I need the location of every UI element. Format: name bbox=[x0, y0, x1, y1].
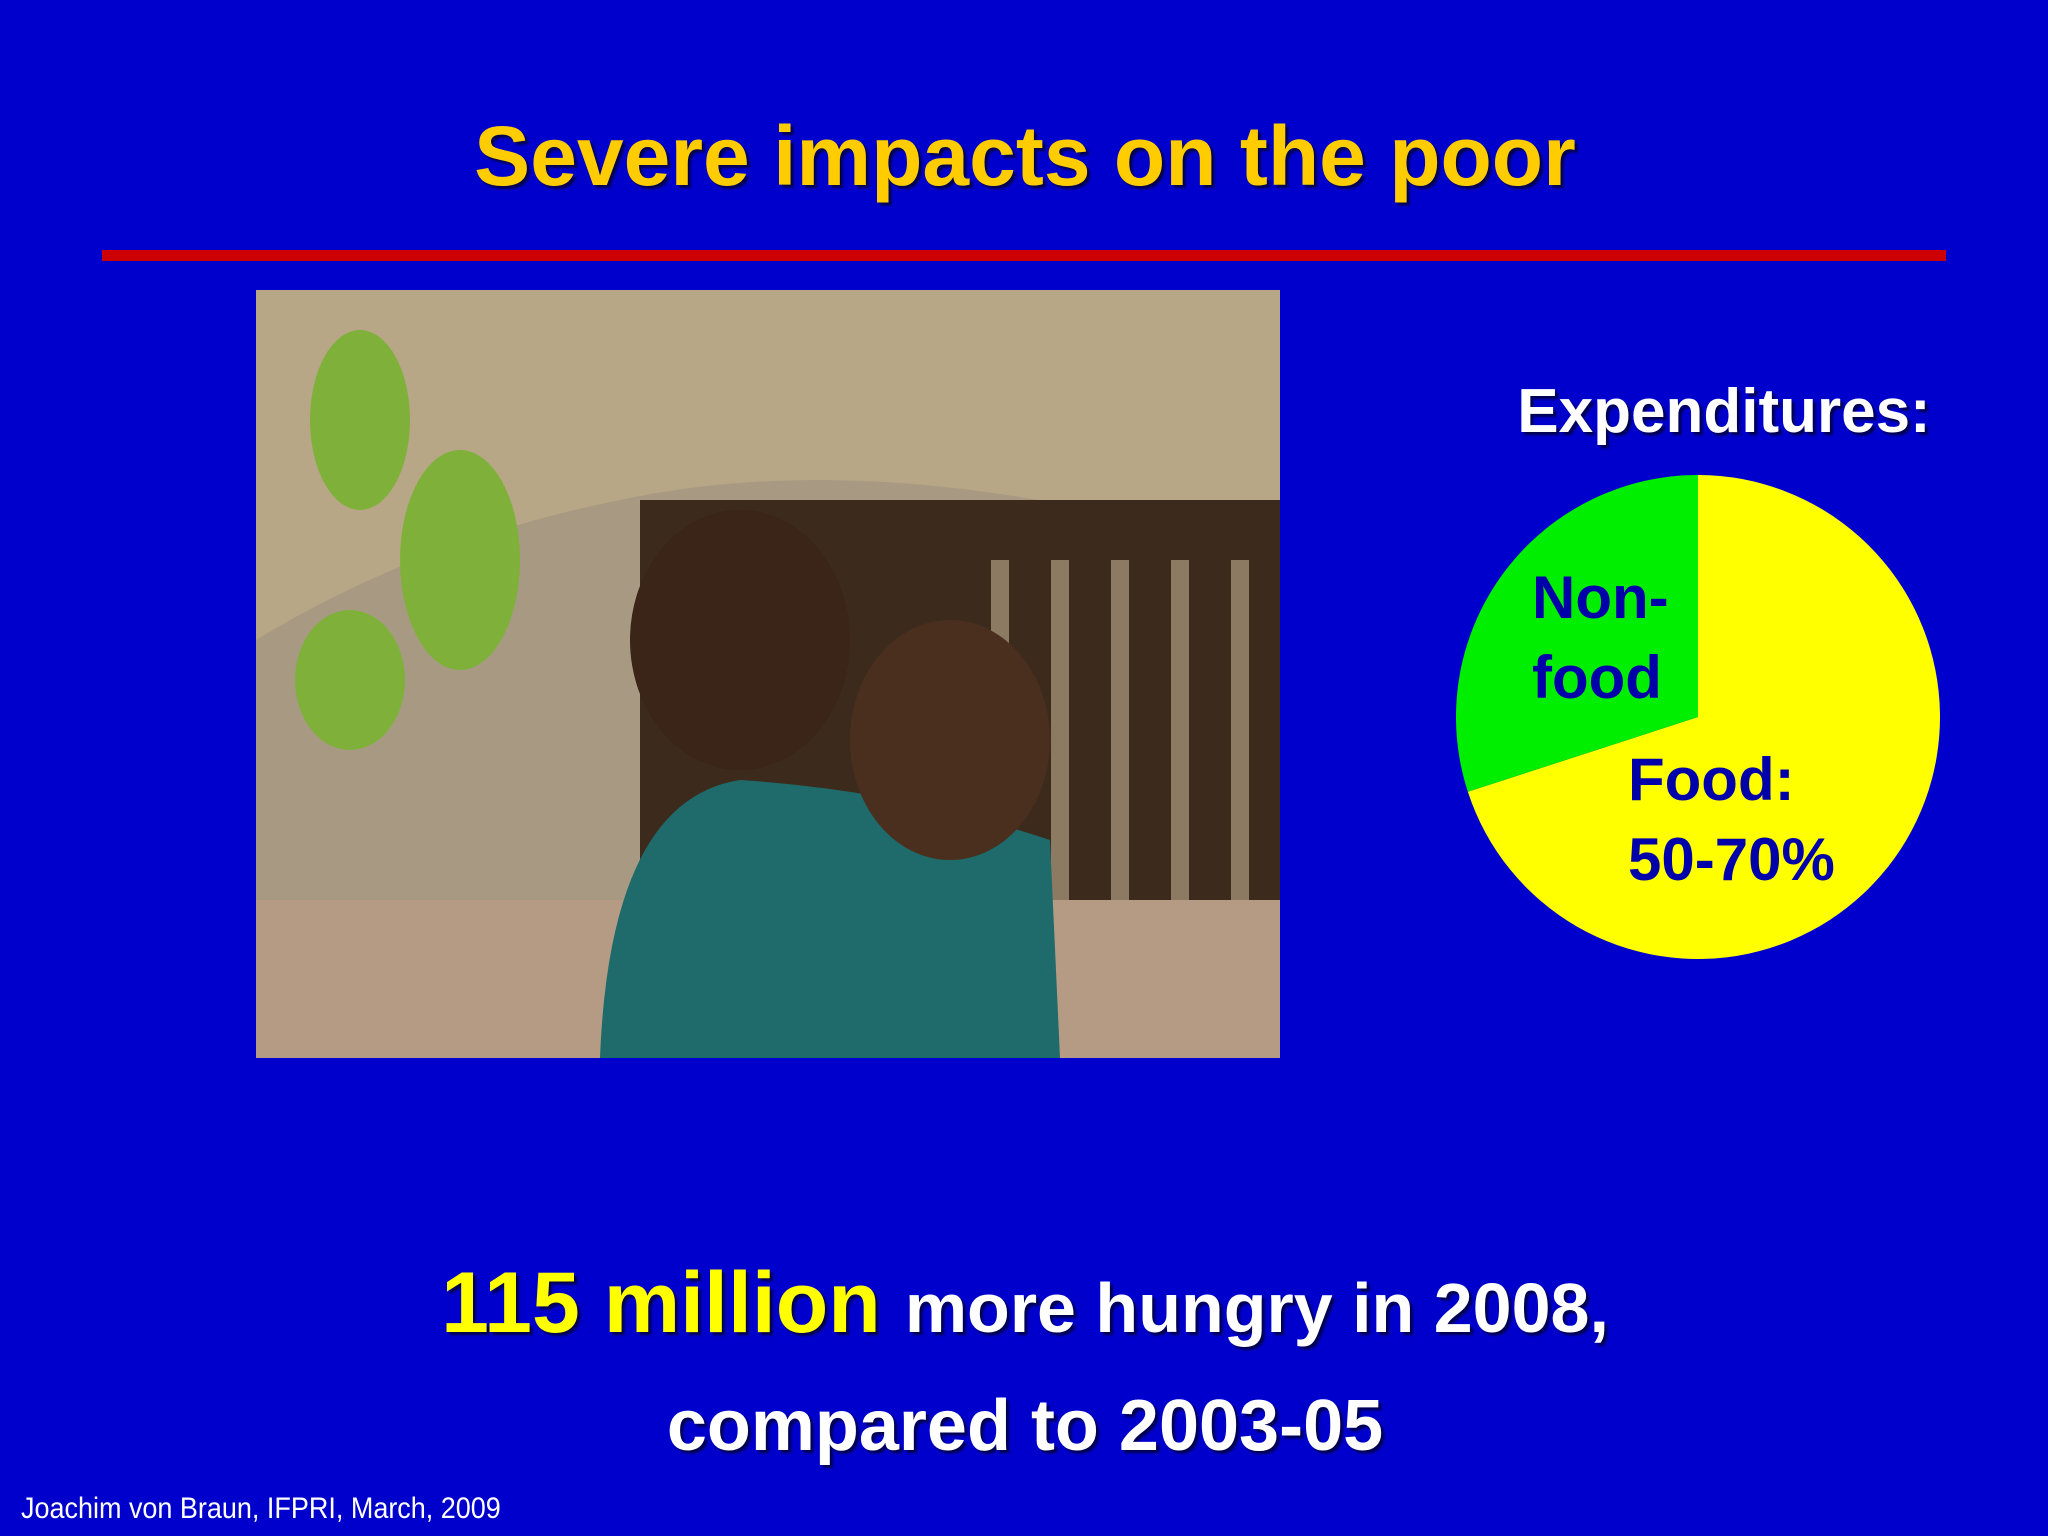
slice-label-line: Food: bbox=[1628, 746, 1795, 813]
footer: Joachim von Braun, IFPRI, March, 2009 bbox=[21, 1492, 501, 1526]
headline-rest: more hungry in 2008, bbox=[905, 1269, 1609, 1347]
slice-label: Non-food bbox=[1532, 564, 1669, 711]
slide-title: Severe impacts on the poor bbox=[474, 109, 1576, 203]
headline-highlight: 115 million bbox=[441, 1255, 881, 1351]
pie-title: Expenditures: bbox=[1517, 377, 1930, 446]
pie-slice bbox=[1456, 475, 1698, 792]
pie-chart: Food: 50-70% Non-food bbox=[1456, 475, 1940, 959]
slice-label-line: food bbox=[1532, 644, 1662, 711]
headline-line2: compared to 2003-05 bbox=[667, 1386, 1383, 1466]
divider bbox=[102, 250, 1946, 261]
pie-slice bbox=[1467, 475, 1940, 959]
slice-label-line: 50-70% bbox=[1628, 826, 1835, 893]
headline: 115 million more hungry in 2008, bbox=[441, 1255, 1609, 1351]
slice-label-line: Non- bbox=[1532, 564, 1669, 631]
slice-label: Food: 50-70% bbox=[1628, 746, 1835, 893]
photo bbox=[256, 290, 1280, 1058]
